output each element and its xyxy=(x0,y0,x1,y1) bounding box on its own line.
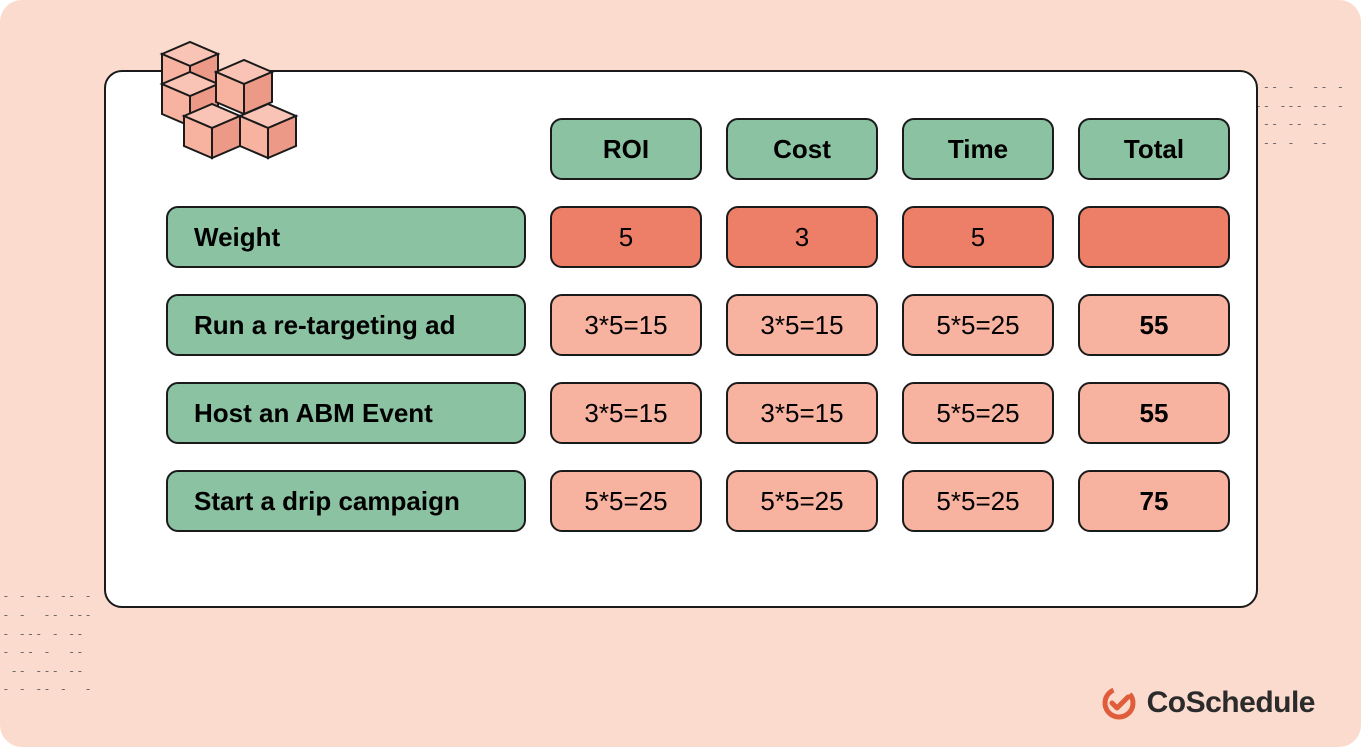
cell-weight-cost: 3 xyxy=(726,206,878,268)
cell-retargeting-time: 5*5=25 xyxy=(902,294,1054,356)
cell-abm-cost: 3*5=15 xyxy=(726,382,878,444)
cell-abm-total: 55 xyxy=(1078,382,1230,444)
cell-retargeting-cost: 3*5=15 xyxy=(726,294,878,356)
cubes-illustration xyxy=(134,24,324,164)
column-header-roi: ROI xyxy=(550,118,702,180)
row-label-retargeting: Run a re-targeting ad xyxy=(166,294,526,356)
cell-drip-time: 5*5=25 xyxy=(902,470,1054,532)
score-card: ROI Cost Time Total Weight 5 3 5 Run a r… xyxy=(104,70,1258,608)
column-header-time: Time xyxy=(902,118,1054,180)
row-label-drip: Start a drip campaign xyxy=(166,470,526,532)
cell-drip-total: 75 xyxy=(1078,470,1230,532)
coschedule-logo: CoSchedule xyxy=(1101,685,1315,721)
cell-weight-roi: 5 xyxy=(550,206,702,268)
row-label-abm: Host an ABM Event xyxy=(166,382,526,444)
column-header-total: Total xyxy=(1078,118,1230,180)
row-label-weight: Weight xyxy=(166,206,526,268)
cell-drip-roi: 5*5=25 xyxy=(550,470,702,532)
infographic-canvas: -- -- - -- - -- --- -- - - -- -- -- - --… xyxy=(0,0,1361,747)
cell-weight-time: 5 xyxy=(902,206,1054,268)
coschedule-mark-icon xyxy=(1101,685,1137,721)
cell-weight-total xyxy=(1078,206,1230,268)
cell-drip-cost: 5*5=25 xyxy=(726,470,878,532)
cell-abm-time: 5*5=25 xyxy=(902,382,1054,444)
column-header-cost: Cost xyxy=(726,118,878,180)
decoration-bottom-left: -- - -- -- - -- - -- --- - --- - -- -- -… xyxy=(0,587,93,699)
coschedule-logo-text: CoSchedule xyxy=(1147,686,1315,720)
score-table: ROI Cost Time Total Weight 5 3 5 Run a r… xyxy=(166,118,1196,532)
cell-retargeting-roi: 3*5=15 xyxy=(550,294,702,356)
cell-retargeting-total: 55 xyxy=(1078,294,1230,356)
cell-abm-roi: 3*5=15 xyxy=(550,382,702,444)
